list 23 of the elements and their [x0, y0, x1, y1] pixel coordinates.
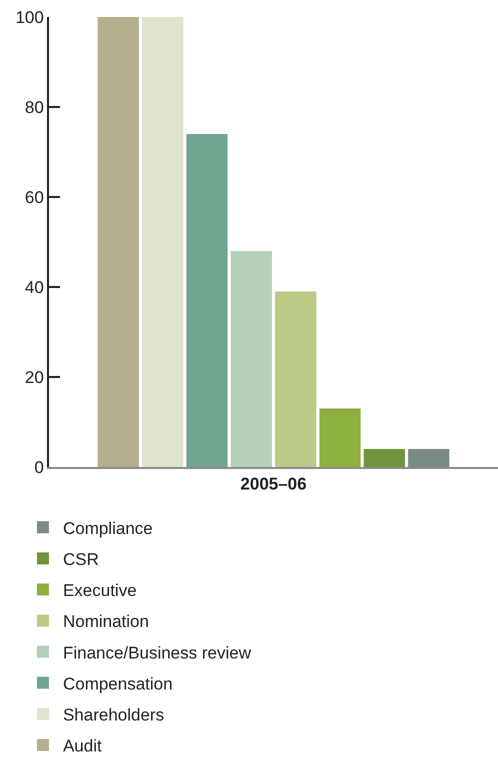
bar — [142, 17, 184, 467]
legend-label: CSR — [62, 550, 99, 570]
legend-label: Compliance — [62, 518, 153, 538]
bar — [275, 292, 316, 467]
bar — [319, 408, 361, 467]
bar — [186, 134, 228, 467]
bar — [230, 251, 272, 467]
bar — [98, 17, 139, 467]
legend-label: Nomination — [62, 612, 149, 632]
x-tick-label: 2005–06 — [240, 474, 307, 494]
bar — [408, 449, 450, 467]
y-tick-label: 20 — [24, 368, 44, 387]
legend-label: Audit — [62, 736, 102, 756]
y-tick-label: 100 — [15, 8, 44, 27]
legend-label: Finance/Business review — [62, 643, 252, 662]
y-tick-label: 40 — [24, 278, 44, 297]
legend-label: Executive — [62, 581, 137, 600]
bar — [364, 449, 405, 467]
legend-label: Shareholders — [62, 706, 164, 725]
y-tick-label: 60 — [24, 188, 44, 207]
legend-label: Compensation — [62, 674, 173, 694]
y-tick-label: 0 — [34, 458, 44, 477]
y-tick-label: 80 — [24, 98, 44, 117]
